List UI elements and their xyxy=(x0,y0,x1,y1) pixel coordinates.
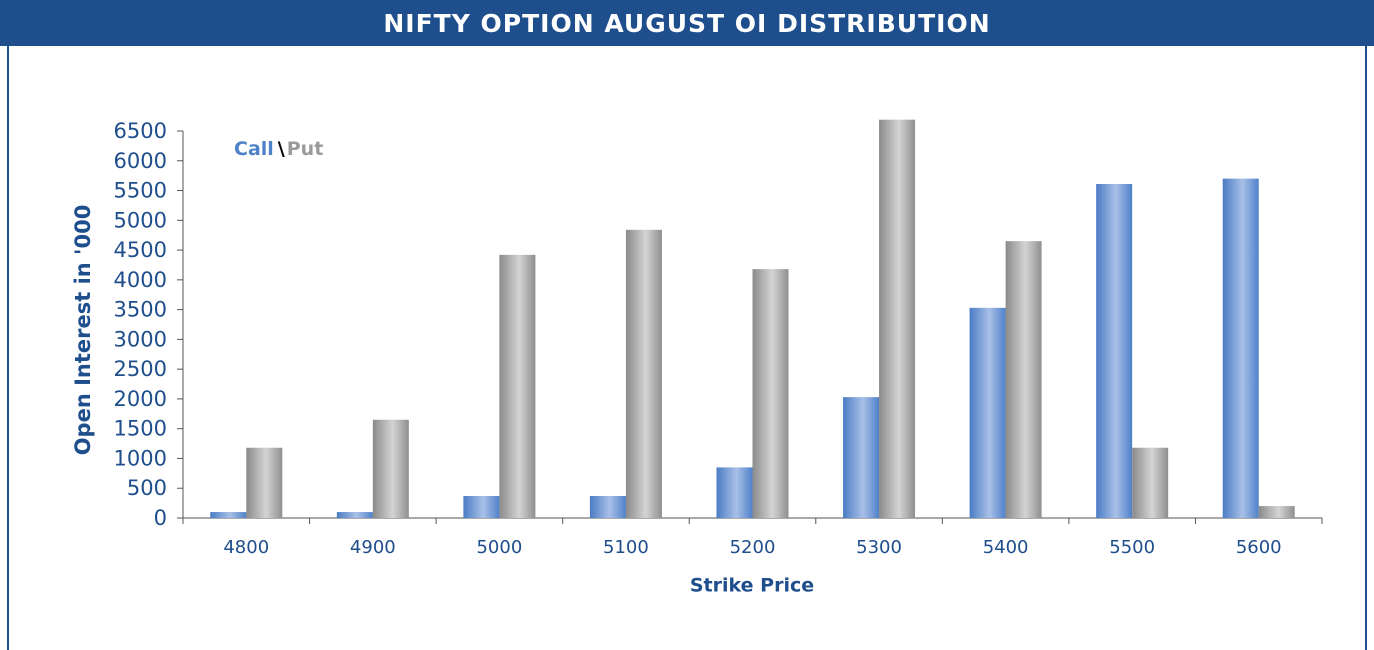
y-tick-label: 1000 xyxy=(114,446,167,470)
x-tick-label: 4900 xyxy=(350,537,396,558)
chart-title: NIFTY OPTION AUGUST OI DISTRIBUTION xyxy=(383,9,990,38)
bar xyxy=(969,307,1006,518)
bar xyxy=(589,495,626,518)
x-tick-label: 5400 xyxy=(983,537,1029,558)
bar xyxy=(246,447,283,518)
bar xyxy=(716,467,753,518)
y-tick-label: 2500 xyxy=(114,357,167,381)
y-tick-label: 2000 xyxy=(114,387,167,411)
y-axis-title: Open Interest in '000 xyxy=(71,205,95,456)
x-tick-label: 5500 xyxy=(1109,537,1155,558)
bar xyxy=(625,229,662,518)
bar xyxy=(1132,447,1169,518)
bar xyxy=(752,269,789,518)
y-tick-label: 6000 xyxy=(114,149,167,173)
bar xyxy=(210,512,247,518)
y-tick-label: 5500 xyxy=(114,179,167,203)
y-tick-label: 1500 xyxy=(114,417,167,441)
y-tick-label: 0 xyxy=(154,506,167,530)
y-tick-label: 6500 xyxy=(114,119,167,143)
y-tick-label: 4000 xyxy=(114,268,167,292)
y-tick-label: 500 xyxy=(127,476,167,500)
x-tick-label: 5600 xyxy=(1236,537,1282,558)
title-bar xyxy=(0,0,1374,46)
bar xyxy=(499,254,536,518)
legend: Call \ Put xyxy=(234,138,323,160)
y-tick-label: 4500 xyxy=(114,238,167,262)
x-tick-label: 5300 xyxy=(856,537,902,558)
x-tick-label: 4800 xyxy=(223,537,269,558)
bar xyxy=(1258,506,1295,518)
x-tick-label: 5000 xyxy=(476,537,522,558)
y-tick-label: 5000 xyxy=(114,208,167,232)
y-tick-label: 3000 xyxy=(114,327,167,351)
bar xyxy=(372,419,409,518)
bar xyxy=(463,495,500,518)
bar xyxy=(1222,178,1259,518)
legend-separator: \ xyxy=(278,138,285,160)
bar xyxy=(1096,183,1133,518)
bar xyxy=(336,512,373,518)
y-tick-label: 3500 xyxy=(114,298,167,322)
x-tick-label: 5200 xyxy=(730,537,776,558)
bar xyxy=(879,119,916,519)
legend-entry: Put xyxy=(287,138,324,160)
bar xyxy=(1005,241,1042,518)
x-tick-label: 5100 xyxy=(603,537,649,558)
legend-entry: Call xyxy=(234,138,274,160)
x-axis-title: Strike Price xyxy=(690,575,814,597)
bar xyxy=(843,397,880,518)
